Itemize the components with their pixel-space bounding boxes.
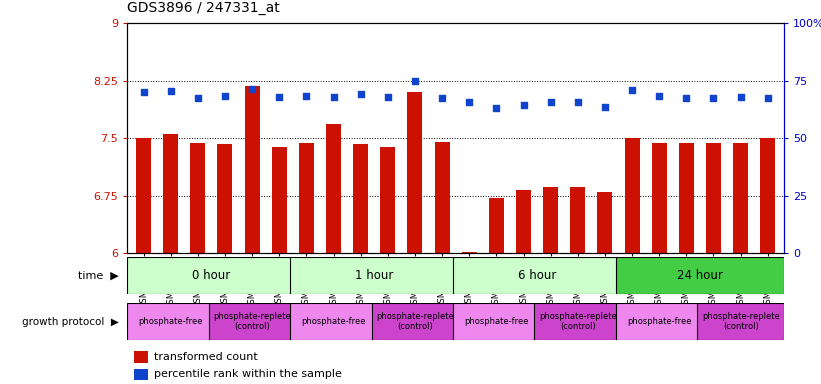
Text: 1 hour: 1 hour: [355, 269, 393, 282]
Point: [354, 91, 367, 97]
Bar: [534, 303, 621, 340]
Bar: [697, 303, 784, 340]
Bar: [209, 303, 296, 340]
Point: [164, 88, 177, 94]
Point: [517, 102, 530, 108]
Text: phosphate-free: phosphate-free: [627, 317, 691, 326]
Point: [544, 99, 557, 105]
Text: growth protocol  ▶: growth protocol ▶: [22, 316, 119, 327]
Bar: [290, 303, 377, 340]
Bar: [272, 147, 287, 253]
Bar: [134, 351, 149, 363]
Bar: [625, 138, 640, 253]
Point: [381, 94, 394, 100]
Bar: [544, 187, 558, 253]
Point: [137, 89, 150, 95]
Text: phosphate-free: phosphate-free: [139, 317, 203, 326]
Bar: [733, 143, 748, 253]
Text: 24 hour: 24 hour: [677, 269, 722, 282]
Bar: [616, 257, 784, 294]
Bar: [372, 303, 458, 340]
Bar: [652, 143, 667, 253]
Point: [435, 94, 448, 101]
Point: [626, 87, 639, 93]
Text: GDS3896 / 247331_at: GDS3896 / 247331_at: [127, 2, 280, 15]
Point: [599, 104, 612, 110]
Bar: [760, 138, 775, 253]
Bar: [136, 138, 151, 253]
Bar: [598, 192, 612, 253]
Bar: [516, 190, 531, 253]
Bar: [434, 142, 450, 253]
Point: [191, 94, 204, 101]
Bar: [380, 147, 395, 253]
Text: phosphate-free: phosphate-free: [301, 317, 366, 326]
Bar: [453, 257, 621, 294]
Bar: [488, 198, 504, 253]
Point: [734, 94, 747, 100]
Text: phosphate-replete
(control): phosphate-replete (control): [213, 312, 291, 331]
Bar: [326, 124, 341, 253]
Point: [707, 94, 720, 101]
Point: [273, 94, 286, 100]
Point: [245, 86, 259, 92]
Point: [463, 99, 476, 105]
Text: 0 hour: 0 hour: [192, 269, 231, 282]
Point: [653, 93, 666, 99]
Text: 6 hour: 6 hour: [518, 269, 557, 282]
Point: [680, 94, 693, 101]
Point: [300, 93, 313, 99]
Text: transformed count: transformed count: [154, 352, 257, 362]
Text: phosphate-replete
(control): phosphate-replete (control): [376, 312, 454, 331]
Bar: [134, 369, 149, 380]
Bar: [290, 257, 458, 294]
Bar: [127, 303, 214, 340]
Bar: [706, 143, 721, 253]
Bar: [353, 144, 368, 253]
Bar: [461, 252, 477, 253]
Text: phosphate-replete
(control): phosphate-replete (control): [539, 312, 617, 331]
Point: [761, 94, 774, 101]
Bar: [190, 143, 205, 253]
Bar: [679, 143, 694, 253]
Bar: [218, 144, 232, 253]
Text: phosphate-replete
(control): phosphate-replete (control): [702, 312, 779, 331]
Bar: [127, 257, 296, 294]
Point: [218, 93, 232, 99]
Text: percentile rank within the sample: percentile rank within the sample: [154, 369, 342, 379]
Bar: [163, 134, 178, 253]
Bar: [299, 143, 314, 253]
Point: [327, 94, 340, 100]
Bar: [571, 187, 585, 253]
Point: [408, 78, 421, 84]
Text: phosphate-free: phosphate-free: [464, 317, 529, 326]
Bar: [616, 303, 703, 340]
Text: time  ▶: time ▶: [78, 270, 119, 281]
Bar: [453, 303, 539, 340]
Bar: [407, 92, 423, 253]
Bar: [245, 86, 259, 253]
Point: [490, 104, 503, 111]
Point: [571, 99, 585, 105]
